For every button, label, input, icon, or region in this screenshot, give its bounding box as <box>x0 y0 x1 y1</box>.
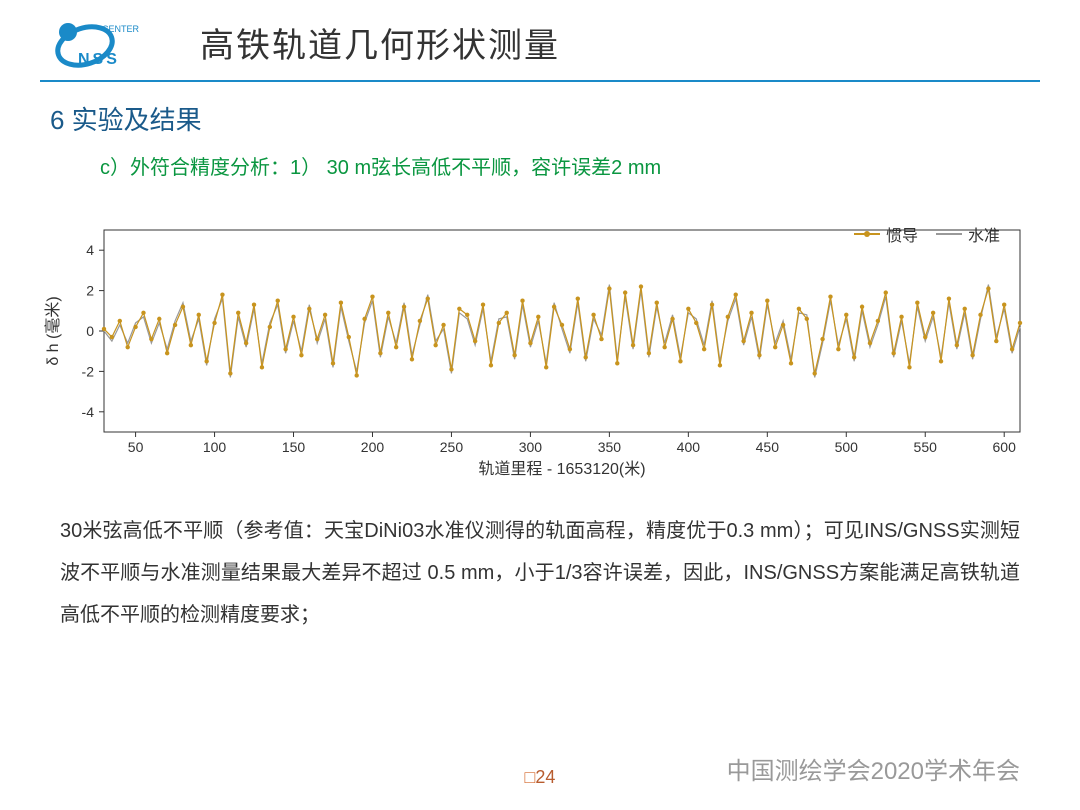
svg-text:550: 550 <box>914 439 938 455</box>
svg-text:400: 400 <box>677 439 701 455</box>
svg-text:-2: -2 <box>82 363 95 379</box>
svg-text:450: 450 <box>756 439 780 455</box>
page-num-value: 24 <box>535 767 555 787</box>
logo-text-top: CENTER <box>102 24 140 34</box>
legend-item: 惯导 <box>854 222 918 246</box>
body-paragraph: 30米弦高低不平顺（参考值：天宝DiNi03水准仪测得的轨面高程，精度优于0.3… <box>0 480 1080 636</box>
svg-text:0: 0 <box>86 323 94 339</box>
page-square-icon: □ <box>525 767 536 787</box>
section-heading: 6 实验及结果 <box>0 82 1080 137</box>
chart-legend: 惯导水准 <box>836 222 1000 246</box>
logo-text-bottom: NSS <box>78 51 120 68</box>
svg-text:350: 350 <box>598 439 622 455</box>
svg-text:2: 2 <box>86 283 94 299</box>
page-title: 高铁轨道几何形状测量 <box>200 18 560 67</box>
line-chart: 50 100 150 200 250 300 350 400 450 500 550 600 -4 -2 0… <box>40 210 1040 480</box>
svg-text:150: 150 <box>282 439 306 455</box>
svg-text:600: 600 <box>993 439 1017 455</box>
svg-text:300: 300 <box>519 439 543 455</box>
slide-header: CENTER NSS 高铁轨道几何形状测量 <box>0 0 1080 80</box>
section-subline: c）外符合精度分析：1） 30 m弦长高低不平顺，容许误差2 mm <box>0 137 1080 180</box>
legend-item: 水准 <box>936 222 1000 246</box>
svg-text:100: 100 <box>203 439 227 455</box>
svg-text:δ h (毫米): δ h (毫米) <box>43 296 62 365</box>
svg-text:500: 500 <box>835 439 859 455</box>
svg-text:轨道里程 - 1653120(米): 轨道里程 - 1653120(米) <box>478 460 645 478</box>
conference-name: 中国测绘学会2020学术年会 <box>727 751 1020 786</box>
svg-text:50: 50 <box>128 439 144 455</box>
svg-text:250: 250 <box>440 439 464 455</box>
svg-text:-4: -4 <box>82 404 95 420</box>
svg-text:4: 4 <box>86 242 94 258</box>
svg-text:200: 200 <box>361 439 385 455</box>
chart-container: 50 100 150 200 250 300 350 400 450 500 550 600 -4 -2 0… <box>40 210 1040 480</box>
logo: CENTER NSS <box>50 12 160 72</box>
